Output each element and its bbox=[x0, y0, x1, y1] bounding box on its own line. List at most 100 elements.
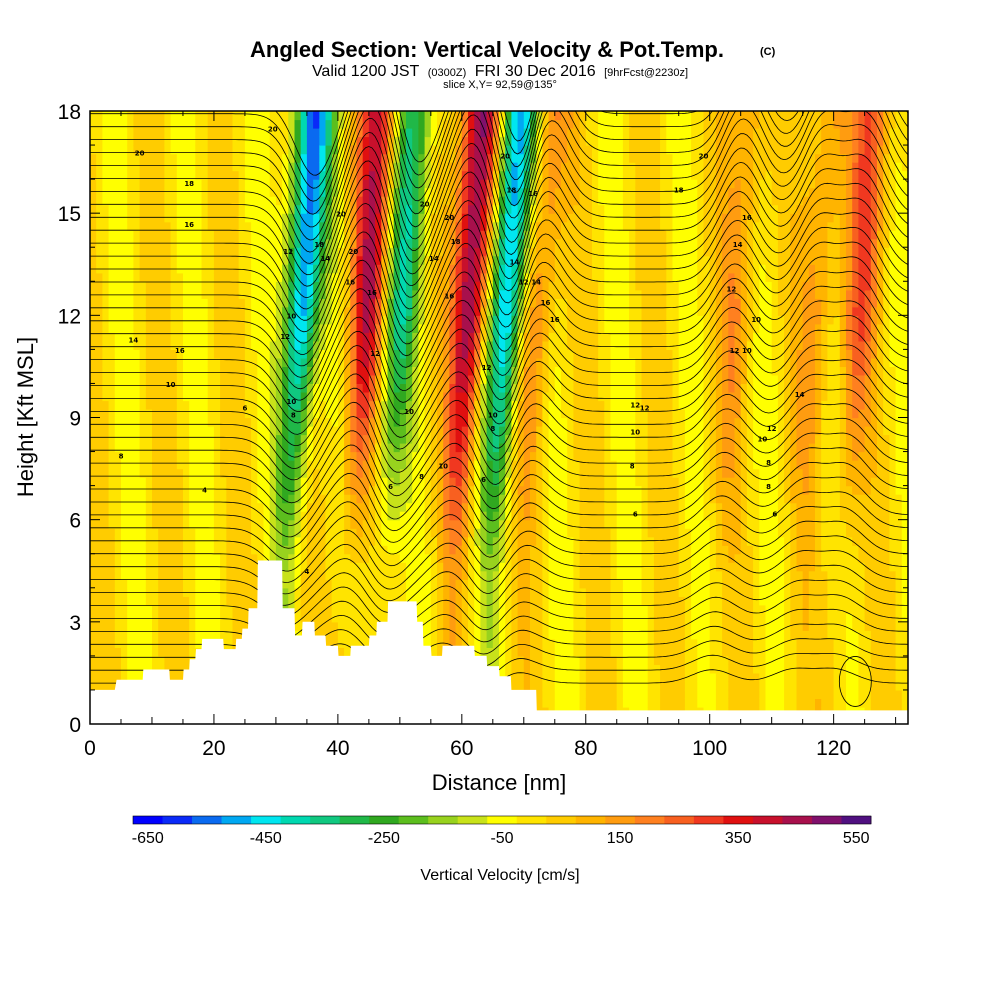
heatmap-cell bbox=[368, 434, 376, 444]
heatmap-cell bbox=[412, 230, 419, 240]
heatmap-cell bbox=[201, 255, 209, 265]
heatmap-cell bbox=[294, 553, 302, 563]
heatmap-cell bbox=[201, 570, 209, 580]
heatmap-cell bbox=[424, 145, 432, 155]
heatmap-cell bbox=[486, 562, 494, 572]
heatmap-cell bbox=[406, 426, 413, 436]
heatmap-cell bbox=[232, 255, 240, 265]
heatmap-cell bbox=[213, 162, 221, 172]
heatmap-cell bbox=[368, 170, 376, 180]
heatmap-cell bbox=[480, 579, 488, 589]
heatmap-cell bbox=[406, 289, 413, 299]
heatmap-cell bbox=[306, 128, 314, 138]
heatmap-cell bbox=[362, 536, 370, 546]
heatmap-cell bbox=[468, 128, 475, 138]
heatmap-cell bbox=[108, 553, 116, 563]
heatmap-cell bbox=[102, 545, 110, 555]
heatmap-cell bbox=[220, 426, 227, 436]
heatmap-cell bbox=[319, 460, 327, 470]
heatmap-cell bbox=[344, 502, 351, 512]
heatmap-cell bbox=[350, 238, 358, 248]
heatmap-cell bbox=[96, 230, 103, 240]
heatmap-cell bbox=[195, 383, 203, 393]
heatmap-cell bbox=[102, 528, 110, 538]
heatmap-cell bbox=[145, 298, 153, 308]
heatmap-cell bbox=[356, 357, 364, 368]
heatmap-cell bbox=[492, 409, 500, 419]
heatmap-cell bbox=[226, 443, 234, 453]
heatmap-cell bbox=[505, 289, 512, 299]
heatmap-cell bbox=[220, 587, 227, 597]
heatmap-cell bbox=[183, 315, 190, 325]
heatmap-cell bbox=[207, 409, 215, 419]
heatmap-cell bbox=[133, 255, 141, 265]
heatmap-cell bbox=[145, 545, 153, 555]
heatmap-cell bbox=[176, 204, 184, 214]
heatmap-cell bbox=[226, 460, 234, 470]
heatmap-cell bbox=[232, 460, 240, 470]
heatmap-cell bbox=[244, 502, 252, 512]
heatmap-cell bbox=[176, 468, 184, 478]
heatmap-cell bbox=[164, 119, 172, 129]
heatmap-cell bbox=[207, 298, 215, 308]
heatmap-cell bbox=[511, 443, 519, 453]
heatmap-cell bbox=[152, 315, 159, 325]
heatmap-cell bbox=[480, 187, 488, 197]
heatmap-cell bbox=[145, 468, 153, 478]
heatmap-cell bbox=[263, 272, 271, 282]
heatmap-cell bbox=[201, 443, 209, 453]
heatmap-cell bbox=[121, 426, 128, 436]
heatmap-cell bbox=[418, 562, 426, 572]
heatmap-cell bbox=[226, 451, 234, 461]
heatmap-cell bbox=[294, 153, 302, 163]
heatmap-cell bbox=[127, 545, 134, 555]
heatmap-cell bbox=[127, 281, 134, 291]
heatmap-cell bbox=[406, 553, 413, 563]
heatmap-cell bbox=[375, 357, 382, 368]
heatmap-cell bbox=[468, 264, 475, 274]
heatmap-cell bbox=[96, 340, 103, 351]
heatmap-cell bbox=[269, 553, 277, 563]
heatmap-cell bbox=[319, 179, 327, 189]
heatmap-cell bbox=[368, 426, 376, 436]
heatmap-cell bbox=[152, 187, 159, 197]
heatmap-cell bbox=[344, 477, 351, 487]
heatmap-cell bbox=[244, 153, 252, 163]
heatmap-cell bbox=[505, 485, 512, 495]
heatmap-cell bbox=[183, 323, 190, 333]
heatmap-cell bbox=[244, 579, 252, 589]
heatmap-cell bbox=[170, 460, 178, 470]
heatmap-cell bbox=[418, 247, 426, 257]
heatmap-cell bbox=[393, 289, 401, 299]
heatmap-cell bbox=[176, 536, 184, 546]
heatmap-cell bbox=[362, 323, 370, 333]
heatmap-cell bbox=[213, 383, 221, 393]
heatmap-cell bbox=[368, 536, 376, 546]
heatmap-cell bbox=[406, 204, 413, 214]
heatmap-cell bbox=[319, 562, 327, 572]
heatmap-cell bbox=[499, 247, 506, 257]
heatmap-cell bbox=[505, 264, 512, 274]
heatmap-cell bbox=[269, 119, 277, 129]
heatmap-cell bbox=[108, 162, 116, 172]
heatmap-cell bbox=[412, 477, 419, 487]
heatmap-cell bbox=[251, 434, 258, 444]
heatmap-cell bbox=[362, 366, 370, 376]
heatmap-cell bbox=[499, 255, 506, 265]
heatmap-cell bbox=[468, 528, 475, 538]
heatmap-cell bbox=[356, 374, 364, 385]
heatmap-cell bbox=[158, 374, 165, 385]
heatmap-cell bbox=[96, 187, 103, 197]
heatmap-cell bbox=[269, 502, 277, 512]
heatmap-cell bbox=[492, 604, 500, 614]
heatmap-cell bbox=[313, 221, 320, 231]
heatmap-cell bbox=[412, 468, 419, 478]
heatmap-cell bbox=[226, 357, 234, 368]
heatmap-cell bbox=[102, 604, 110, 614]
heatmap-cell bbox=[263, 323, 271, 333]
heatmap-cell bbox=[337, 587, 345, 597]
heatmap-cell bbox=[251, 485, 258, 495]
heatmap-cell bbox=[114, 162, 122, 172]
heatmap-cell bbox=[108, 485, 116, 495]
heatmap-cell bbox=[201, 357, 209, 368]
